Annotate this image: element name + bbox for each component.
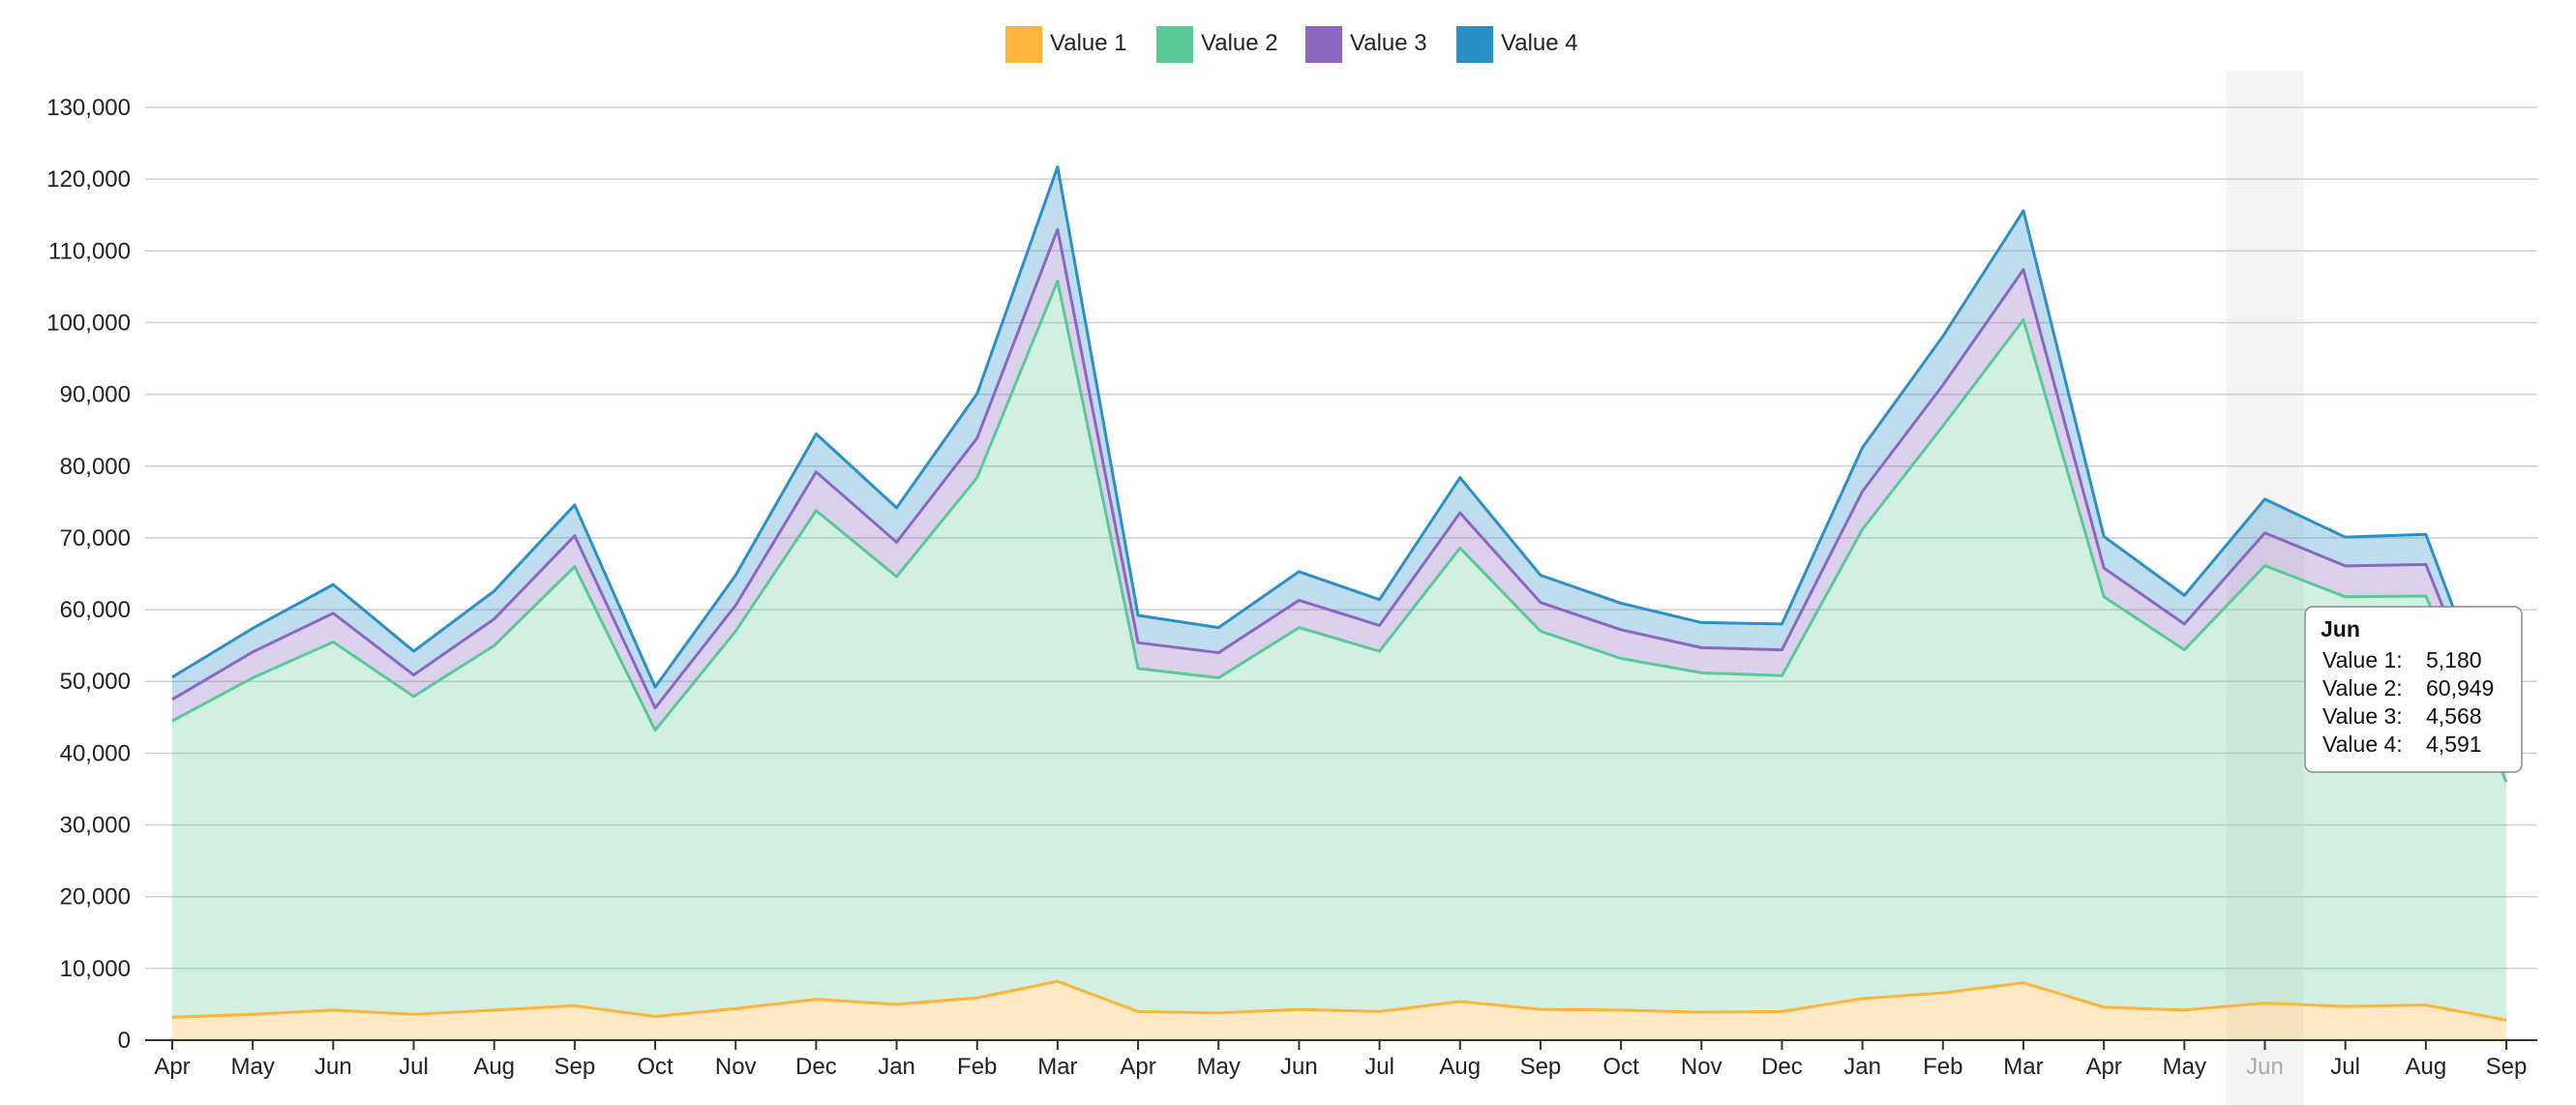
legend: Value 1 Value 2 Value 3 Value 4 [1005, 26, 1578, 63]
x-tick-label-9: Jan [878, 1054, 915, 1080]
tooltip-value-value-3: 4,568 [2426, 703, 2482, 729]
y-tick-label-100000: 100,000 [46, 310, 131, 336]
y-tick-label-120000: 120,000 [46, 166, 131, 193]
x-tick-label-4: Aug [473, 1054, 515, 1080]
x-tick-label-17: Sep [1520, 1054, 1562, 1080]
x-tick-label-19: Nov [1681, 1054, 1722, 1080]
tooltip-label-value-2: Value 2: [2322, 675, 2403, 701]
y-tick-label-30000: 30,000 [60, 813, 131, 839]
legend-label-value-4: Value 4 [1501, 30, 1578, 56]
x-tick-label-6: Oct [637, 1054, 674, 1080]
line-value-4 [171, 165, 2508, 751]
y-tick-label-10000: 10,000 [60, 956, 131, 982]
tooltip-value-value-2: 60,949 [2426, 675, 2494, 701]
x-tick-label-21: Jan [1843, 1054, 1881, 1080]
line-value-3 [171, 227, 2508, 767]
legend-swatch-value-2 [1156, 26, 1193, 63]
x-tick-label-26: Jun [2246, 1054, 2284, 1080]
x-tick-label-3: Jul [399, 1054, 429, 1080]
series-lines [171, 165, 2508, 1022]
x-tick-label-0: Apr [154, 1054, 190, 1080]
x-tick-label-1: May [231, 1054, 275, 1080]
x-tick-label-2: Jun [315, 1054, 352, 1080]
x-tick-label-8: Dec [795, 1054, 837, 1080]
x-tick-label-23: Mar [2003, 1054, 2043, 1080]
x-tick-label-12: Apr [1120, 1054, 1155, 1080]
hover-highlight-band [2226, 71, 2304, 1105]
x-tick-label-27: Jul [2330, 1054, 2360, 1080]
x-tick-label-16: Aug [1439, 1054, 1481, 1080]
x-tick-label-7: Nov [715, 1054, 757, 1080]
line-value-1 [171, 979, 2507, 1022]
x-tick-label-28: Aug [2405, 1054, 2446, 1080]
y-tick-label-130000: 130,000 [46, 95, 131, 121]
grid-lines [145, 106, 2537, 970]
y-tick-label-0: 0 [118, 1028, 131, 1054]
x-tick-label-14: Jun [1280, 1054, 1318, 1080]
legend-label-value-3: Value 3 [1350, 30, 1427, 56]
x-tick-label-29: Sep [2486, 1054, 2528, 1080]
x-tick-label-15: Jul [1364, 1054, 1394, 1080]
x-tick-label-22: Feb [1923, 1054, 1962, 1080]
y-tick-label-40000: 40,000 [60, 740, 131, 766]
tooltip-title: Jun [2321, 616, 2360, 642]
x-tick-label-24: Apr [2085, 1054, 2121, 1080]
x-tick-label-13: May [1197, 1054, 1241, 1080]
tooltip: Jun Value 1: 5,180 Value 2: 60,949 Value… [2304, 606, 2523, 773]
legend-swatch-value-1 [1005, 26, 1042, 63]
y-tick-label-90000: 90,000 [60, 382, 131, 408]
axes: 0 10,000 20,000 30,000 40,000 50,000 60,000 70,… [46, 95, 2537, 1080]
legend-swatch-value-4 [1456, 26, 1493, 63]
x-tick-label-11: Mar [1037, 1054, 1077, 1080]
legend-label-value-2: Value 2 [1201, 30, 1278, 56]
x-tick-label-20: Dec [1761, 1054, 1803, 1080]
tooltip-label-value-1: Value 1: [2322, 647, 2403, 672]
legend-swatch-value-3 [1305, 26, 1342, 63]
x-tick-label-18: Oct [1603, 1054, 1639, 1080]
x-tick-label-10: Feb [957, 1054, 997, 1080]
x-tick-label-25: May [2163, 1054, 2206, 1080]
tooltip-label-value-4: Value 4: [2322, 732, 2403, 757]
line-value-2 [171, 279, 2508, 783]
legend-label-value-1: Value 1 [1050, 30, 1127, 56]
y-tick-label-70000: 70,000 [60, 525, 131, 552]
y-tick-label-60000: 60,000 [60, 597, 131, 623]
legend-item-value-3[interactable]: Value 3 [1305, 26, 1427, 63]
legend-item-value-4[interactable]: Value 4 [1456, 26, 1578, 63]
area-value-2 [172, 281, 2506, 1021]
legend-item-value-1[interactable]: Value 1 [1005, 26, 1127, 63]
x-tick-label-5: Sep [554, 1054, 596, 1080]
y-tick-label-50000: 50,000 [60, 669, 131, 695]
hover-highlight-layer [2226, 71, 2304, 1105]
y-tick-label-20000: 20,000 [60, 884, 131, 911]
tooltip-box [2304, 606, 2523, 773]
y-tick-label-80000: 80,000 [60, 454, 131, 480]
y-tick-label-110000: 110,000 [48, 238, 131, 264]
tooltip-value-value-4: 4,591 [2426, 732, 2482, 757]
legend-item-value-2[interactable]: Value 2 [1156, 26, 1278, 63]
tooltip-label-value-3: Value 3: [2322, 703, 2403, 729]
tooltip-value-value-1: 5,180 [2426, 647, 2482, 672]
